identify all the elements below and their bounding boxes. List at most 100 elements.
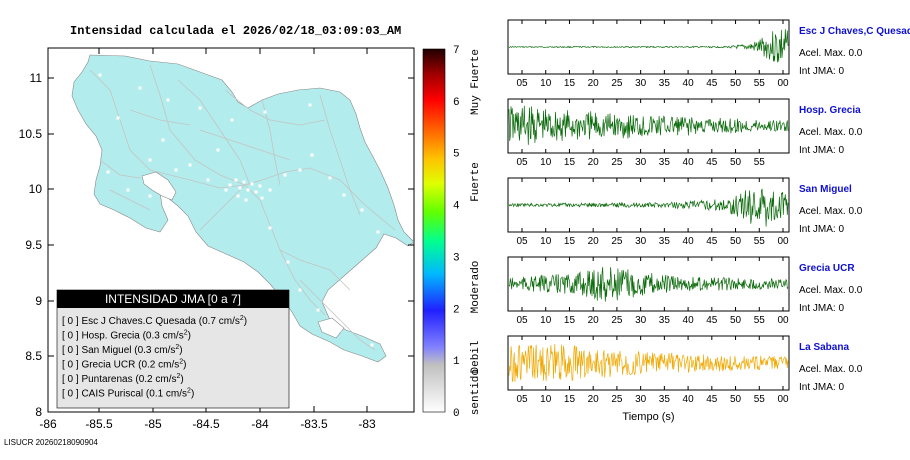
time-tick-label: 45 <box>706 78 718 89</box>
time-tick-label: 35 <box>659 315 671 326</box>
time-tick-label: 50 <box>730 236 742 247</box>
colorbar-tick-label: 3 <box>453 252 460 264</box>
waveform-trace <box>508 188 789 227</box>
legend-item-accel: (0.7 cm/s <box>199 316 240 327</box>
time-tick-label: 40 <box>683 157 695 168</box>
road <box>279 249 351 291</box>
longitude-axis: -86 -85.5 -85 -84.5 -84 -83.5 -83 <box>39 48 376 431</box>
time-tick-label: 10 <box>540 157 552 168</box>
time-tick-label: 30 <box>635 315 647 326</box>
lon-tick-label: -83 <box>358 417 376 431</box>
road <box>199 184 246 231</box>
time-tick-label: 10 <box>540 236 552 247</box>
town-marker <box>268 226 272 230</box>
time-tick-label: 55 <box>754 78 766 89</box>
town-marker <box>286 260 290 264</box>
colorbar-level-label: Moderado <box>470 261 482 314</box>
legend-item: [ 0 ] Grecia UCR (0.2 cm/s2) <box>62 359 187 371</box>
legend-item-station: Puntarenas <box>81 374 135 385</box>
latitude-axis: 11 10.5 10 9.5 9 8.5 8 <box>19 71 414 419</box>
town-marker <box>116 116 120 120</box>
town-marker <box>342 193 346 197</box>
lon-tick-label: -83.5 <box>300 417 328 431</box>
time-tick-label: 10 <box>540 315 552 326</box>
town-marker <box>298 168 302 172</box>
time-tick-label: 20 <box>588 315 600 326</box>
road-network <box>89 64 396 351</box>
station-name: Grecia UCR <box>799 263 855 274</box>
road <box>224 89 326 126</box>
station-name: Hosp. Grecia <box>799 105 861 116</box>
town-marker <box>260 196 264 200</box>
lat-tick-label: 10.5 <box>19 127 43 141</box>
town-marker <box>126 188 130 192</box>
lon-tick-label: -85.5 <box>85 417 113 431</box>
town-marker <box>258 184 262 188</box>
osa-peninsula-water <box>317 317 345 339</box>
road <box>199 129 291 161</box>
town-marker <box>250 182 254 186</box>
town-marker <box>138 86 142 90</box>
waveform-panel: 05 10 15 20 25 30 35 40 45 50 55 Hosp. Grecia Acel. … <box>507 98 863 168</box>
town-marker <box>310 153 314 157</box>
legend-item-accel: (0.3 cm/s <box>134 345 175 356</box>
time-tick-label: 45 <box>706 315 718 326</box>
time-tick-label: 15 <box>564 78 576 89</box>
town-marker <box>244 198 248 202</box>
legend-item-level: [ 0 ] <box>62 389 81 400</box>
legend-item-accel: (0.2 cm/s <box>138 360 179 371</box>
lon-tick-label: -84.5 <box>192 417 220 431</box>
page-title: Intensidad calculada el 2026/02/18_03:09… <box>70 24 402 38</box>
station-name: Esc J Chaves,C Quesada <box>799 26 910 37</box>
time-tick-label: 25 <box>611 236 623 247</box>
time-tick-label: 10 <box>540 394 552 405</box>
station-accel-max: Acel. Max. 0.0 <box>799 48 863 59</box>
legend-item-level: [ 0 ] <box>62 316 81 327</box>
time-tick-label: 25 <box>611 315 623 326</box>
road <box>109 189 151 211</box>
intensity-colorbar: 7 6 5 4 3 2 1 0 Muy Fuerte Fuerte Moderado DebilNo… <box>422 45 482 420</box>
colorbar-tick-label: 4 <box>453 201 460 213</box>
legend-item-level: [ 0 ] <box>62 345 81 356</box>
road <box>177 79 251 186</box>
waveform-trace <box>508 267 789 302</box>
time-tick-label: 30 <box>635 157 647 168</box>
time-tick-label: 50 <box>730 394 742 405</box>
road <box>99 159 141 179</box>
town-marker <box>188 163 192 167</box>
time-tick-label: 00 <box>777 78 789 89</box>
legend-item: [ 0 ] CAIS Puriscal (0.1 cm/s2) <box>62 388 194 400</box>
intensity-map: -86 -85.5 -85 -84.5 -84 -83.5 -83 11 10.5 10 9.5 9… <box>19 47 415 431</box>
legend-item-accel: (0.3 cm/s <box>143 331 184 342</box>
colorbar-level-label: Debil <box>470 340 482 373</box>
lat-tick-label: 8.5 <box>25 349 42 363</box>
legend-item: [ 0 ] Esc J Chaves.C Quesada (0.7 cm/s2) <box>62 315 247 327</box>
legend-item-close: ) <box>188 331 191 342</box>
station-int-jma: Int JMA: 0 <box>799 66 844 77</box>
legend-title: INTENSIDAD JMA [0 a 7] <box>105 292 241 306</box>
time-tick-label: 55 <box>754 236 766 247</box>
time-tick-label: 25 <box>611 78 623 89</box>
legend-item-station: Grecia UCR <box>81 360 138 371</box>
colorbar-level-label: No sentido <box>470 369 482 420</box>
town-marker <box>174 168 178 172</box>
town-marker <box>206 178 210 182</box>
town-marker <box>370 343 374 347</box>
intensity-legend: INTENSIDAD JMA [0 a 7] [ 0 ] Esc J Chave… <box>56 289 290 409</box>
town-marker <box>236 194 240 198</box>
time-tick-label: 30 <box>635 78 647 89</box>
colorbar-tick-label: 1 <box>453 356 460 368</box>
time-tick-label: 05 <box>516 157 528 168</box>
town-marker <box>246 188 250 192</box>
time-tick-label: 20 <box>588 78 600 89</box>
legend-item-close: ) <box>180 374 183 385</box>
time-tick-label: 05 <box>516 315 528 326</box>
town-marker <box>106 170 110 174</box>
town-marker <box>224 188 228 192</box>
lon-tick-label: -85 <box>144 417 162 431</box>
lat-tick-label: 9.5 <box>25 238 42 252</box>
road <box>261 99 281 186</box>
legend-item-level: [ 0 ] <box>62 331 81 342</box>
town-marker <box>338 328 342 332</box>
